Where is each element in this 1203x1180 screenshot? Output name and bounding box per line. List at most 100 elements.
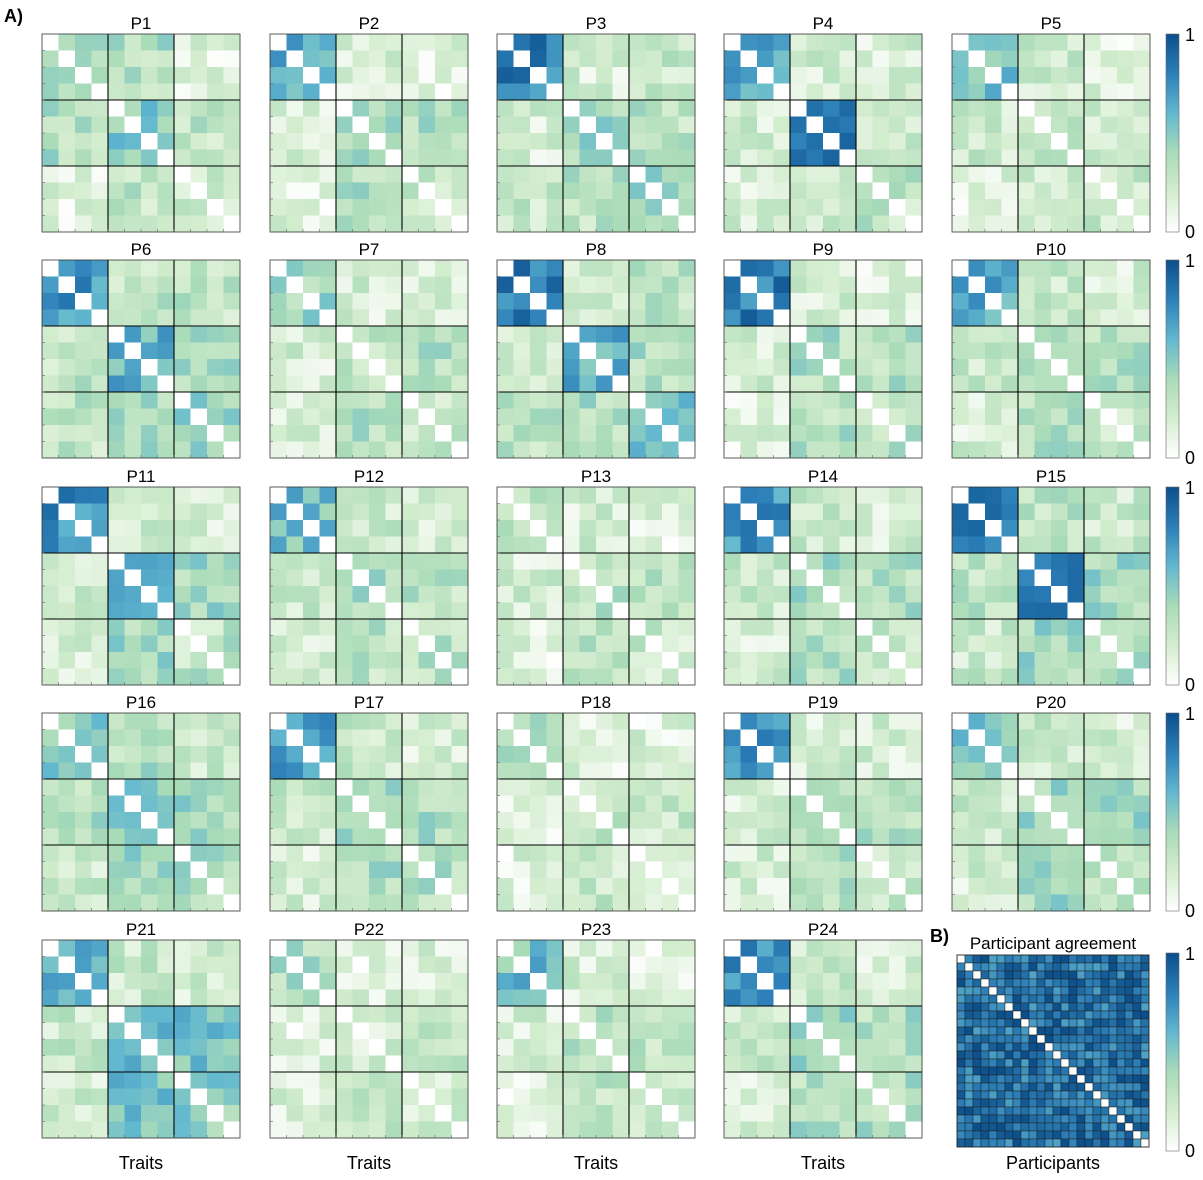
heatmap-cell [385, 762, 403, 780]
heatmap-cell [1034, 729, 1052, 747]
heatmap-cell [596, 116, 613, 134]
heatmap-cell [678, 828, 696, 846]
heatmap-cell [563, 569, 580, 587]
agreement-cell [1044, 1002, 1054, 1012]
heatmap-cell [839, 812, 857, 829]
heatmap-cell [157, 894, 175, 912]
heatmap-cell [563, 260, 580, 277]
agreement-cell [1020, 1098, 1030, 1108]
heatmap-cell [645, 326, 663, 343]
heatmap-cell [678, 503, 696, 521]
heatmap-cell [319, 668, 337, 686]
heatmap-cell [773, 1022, 791, 1040]
heatmap-cell [985, 326, 1002, 343]
heatmap-cell [157, 375, 175, 393]
heatmap-cell [402, 779, 419, 796]
heatmap-cell [530, 425, 547, 442]
heatmap-cell [823, 762, 840, 780]
heatmap-cell [563, 67, 580, 84]
heatmap-cell [889, 812, 906, 829]
heatmap-cell [1051, 586, 1068, 603]
heatmap-p6: P6 [41, 240, 241, 459]
heatmap-cell [451, 375, 469, 393]
heatmap-p23: P23 [496, 920, 696, 1139]
heatmap-cell [286, 34, 304, 51]
agreement-cell [996, 1034, 1006, 1044]
heatmap-cell [773, 34, 791, 51]
heatmap-cell [612, 1121, 630, 1139]
heatmap-cell [124, 276, 142, 294]
heatmap-cell [740, 1022, 758, 1040]
heatmap-cell [451, 34, 469, 51]
heatmap-cell [806, 342, 824, 360]
heatmap-cell [740, 215, 758, 233]
heatmap-cell [1001, 520, 1019, 537]
heatmap-cell [839, 602, 857, 620]
agreement-cell [980, 1090, 990, 1100]
heatmap-cell [497, 1055, 514, 1073]
heatmap-cell [563, 602, 580, 620]
agreement-cell [1092, 1066, 1102, 1076]
heatmap-cell [1051, 878, 1068, 895]
heatmap-cell [872, 746, 890, 763]
agreement-cell [1084, 1010, 1094, 1020]
heatmap-cell [352, 1088, 370, 1106]
heatmap-cell [418, 520, 436, 537]
heatmap-cell [223, 586, 241, 603]
heatmap-cell [303, 553, 320, 570]
heatmap-cell [141, 408, 158, 426]
heatmap-cell [1117, 503, 1134, 521]
heatmap-cell [223, 276, 241, 294]
heatmap-cell [1084, 602, 1101, 620]
heatmap-cell [124, 586, 142, 603]
heatmap-cell [1051, 520, 1068, 537]
heatmap-cell [141, 1022, 158, 1040]
heatmap-cell [402, 116, 419, 134]
heatmap-cell [174, 392, 191, 409]
heatmap-cell [75, 878, 92, 895]
heatmap-cell [402, 50, 419, 68]
heatmap-cell [985, 50, 1002, 68]
heatmap-cell [678, 100, 696, 117]
heatmap-cell [856, 861, 873, 879]
heatmap-cell [905, 536, 923, 554]
heatmap-cell [823, 83, 840, 101]
heatmap-cell [678, 619, 696, 636]
heatmap-cell [678, 359, 696, 376]
agreement-cell [1012, 1130, 1022, 1140]
heatmap-cell [303, 894, 320, 912]
heatmap-cell [91, 1088, 109, 1106]
heatmap-cell [968, 729, 986, 747]
heatmap-cell [823, 34, 840, 51]
heatmap-cell [157, 166, 175, 183]
heatmap-cell [1133, 668, 1151, 686]
heatmap-cell [42, 425, 59, 442]
heatmap-cell [319, 845, 337, 862]
heatmap-cell [596, 812, 613, 829]
agreement-cell [1028, 1058, 1038, 1068]
heatmap-cell [42, 635, 59, 653]
heatmap-cell [872, 668, 890, 686]
heatmap-cell [58, 652, 76, 669]
heatmap-cell [678, 342, 696, 360]
heatmap-cell [968, 34, 986, 51]
heatmap-cell [905, 309, 923, 327]
heatmap-cell [1018, 392, 1035, 409]
heatmap-cell [985, 182, 1002, 200]
heatmap-cell [385, 1039, 403, 1056]
heatmap-cell [579, 116, 597, 134]
heatmap-cell [336, 1088, 353, 1106]
heatmap-cell [91, 441, 109, 459]
agreement-cell [956, 1018, 966, 1028]
heatmap-cell [1117, 215, 1134, 233]
heatmap-cell [629, 425, 646, 442]
heatmap-cell [157, 812, 175, 829]
heatmap-cell [985, 441, 1002, 459]
heatmap-cell [402, 956, 419, 974]
heatmap-cell [645, 779, 663, 796]
heatmap-cell [91, 503, 109, 521]
heatmap-cell [303, 668, 320, 686]
heatmap-cell [174, 34, 191, 51]
heatmap-cell [91, 1022, 109, 1040]
heatmap-cell [42, 293, 59, 310]
